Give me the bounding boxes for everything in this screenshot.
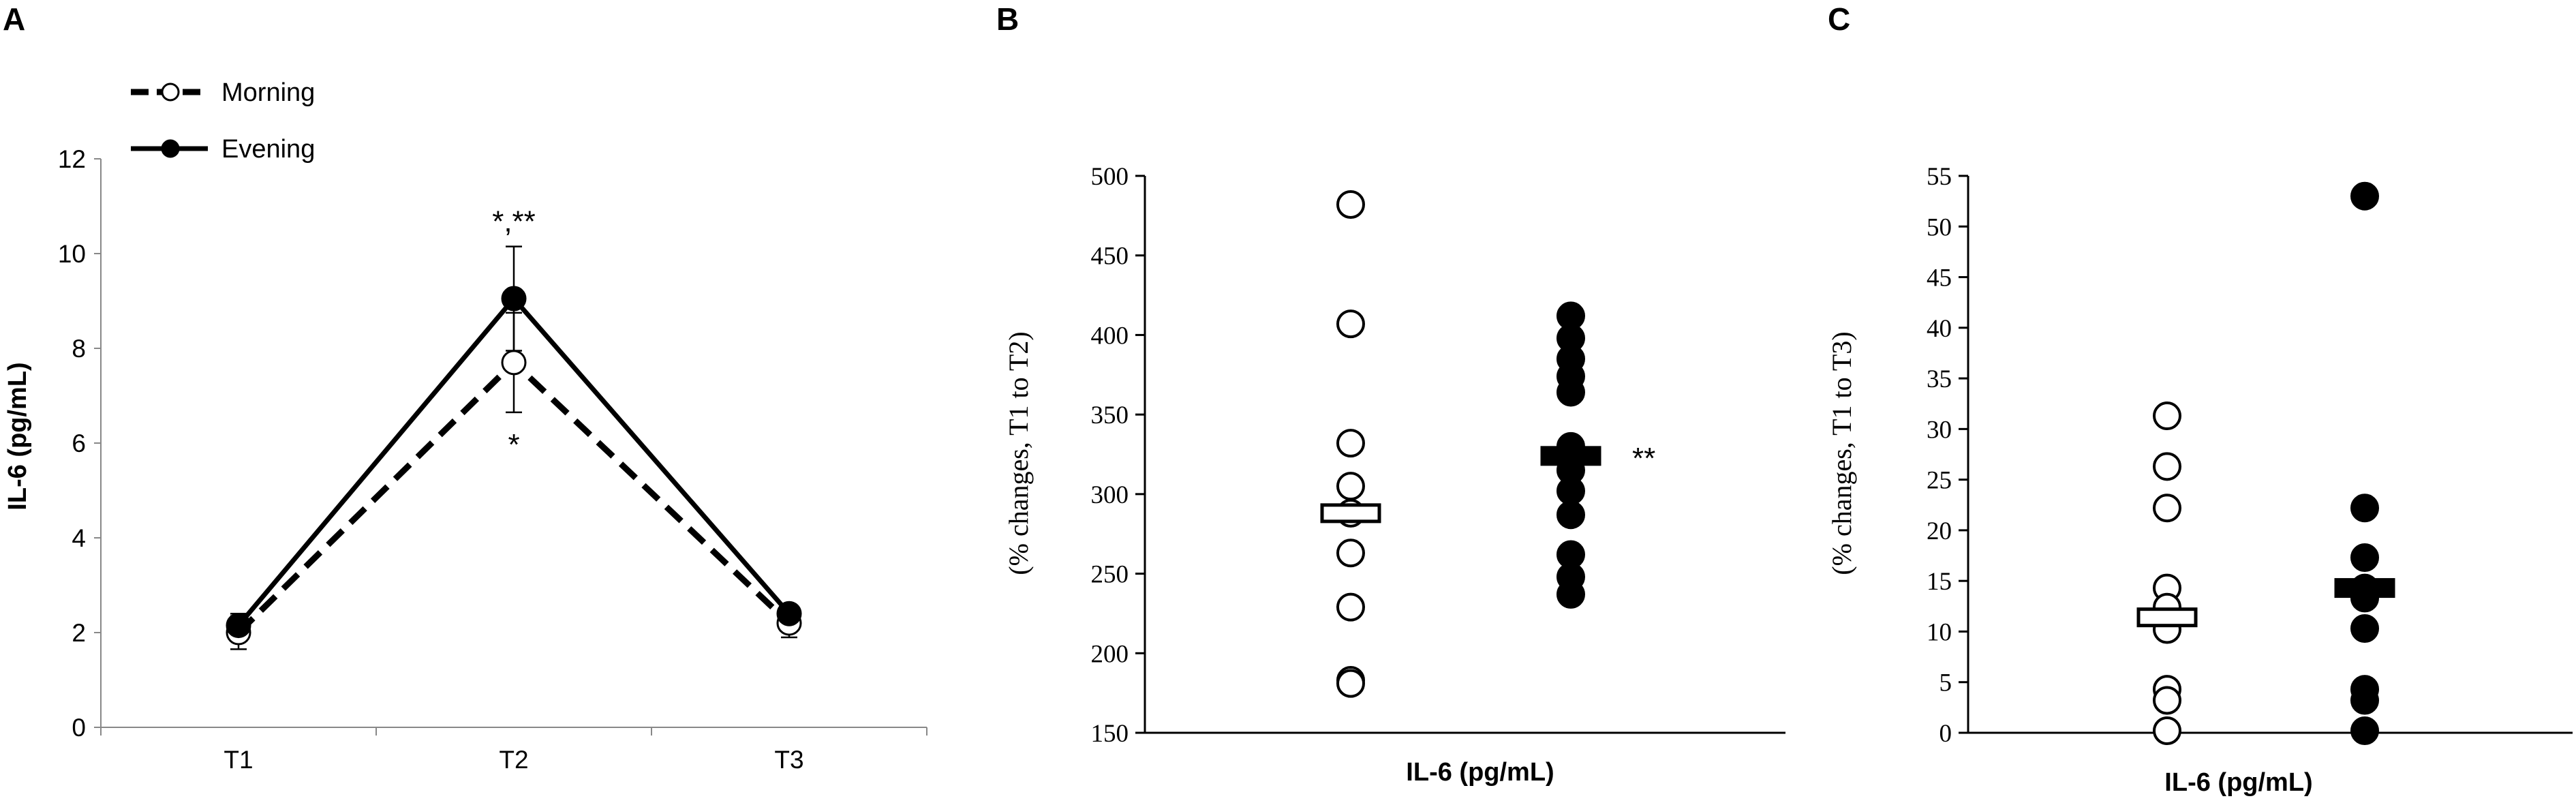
legend-evening-label: Evening — [221, 135, 315, 164]
data-point-morning — [501, 350, 527, 376]
y-tick-label: 4 — [72, 524, 86, 552]
panel-letter-a: A — [3, 1, 25, 37]
b-mean-bar-evening — [1540, 446, 1601, 466]
y-tick-label: 150 — [1091, 720, 1129, 748]
panel-b-y-axis-title: (% changes, T1 to T2) — [1003, 331, 1034, 575]
y-tick-label: 15 — [1927, 568, 1952, 596]
panel-b-x-axis-title: IL-6 (pg/mL) — [1406, 758, 1554, 787]
y-tick-label: 0 — [1939, 720, 1952, 748]
y-tick-label: 200 — [1091, 640, 1129, 668]
b-point-morning — [1336, 472, 1365, 501]
data-point-evening — [501, 286, 527, 312]
c-point-morning — [2153, 716, 2181, 746]
b-point-morning — [1336, 539, 1365, 568]
c-point-evening — [2350, 716, 2379, 746]
y-tick-label: 5 — [1939, 669, 1952, 697]
y-tick-label: 30 — [1927, 416, 1952, 444]
y-tick-label: 2 — [72, 619, 86, 647]
y-tick-label: 300 — [1091, 481, 1129, 509]
y-tick-label: 450 — [1091, 243, 1129, 271]
b-point-evening — [1557, 500, 1585, 530]
panel-letter-b: B — [996, 1, 1019, 37]
b-point-evening — [1557, 579, 1585, 609]
c-point-morning — [2153, 494, 2181, 523]
data-point-evening — [776, 601, 802, 626]
annotation-t2-above: *,** — [492, 205, 536, 239]
annotation-evening-b: ** — [1632, 442, 1655, 475]
panel-b-tick-labels: 150 200 250 300 350 400 450 500 — [1091, 163, 1129, 748]
panel-c-scatter: 0 5 10 15 20 25 30 35 40 45 50 55 (% changes, T1 to… — [1826, 163, 2573, 797]
x-tick-label: T1 — [224, 746, 253, 774]
c-mean-bar-evening — [2334, 578, 2395, 599]
panel-b-scatter: 150 200 250 300 350 400 450 500 (% changes, T1 … — [1003, 163, 1785, 787]
b-point-evening — [1557, 378, 1585, 407]
panel-a-axes — [94, 158, 927, 736]
y-tick-label: 20 — [1927, 517, 1952, 545]
panel-a-series — [226, 245, 802, 650]
b-point-morning — [1336, 309, 1365, 339]
y-tick-label: 400 — [1091, 322, 1129, 350]
c-point-evening — [2350, 686, 2379, 715]
y-tick-label: 10 — [1927, 618, 1952, 646]
y-tick-label: 250 — [1091, 561, 1129, 589]
y-tick-label: 10 — [58, 240, 86, 268]
x-tick-label: T3 — [774, 746, 803, 774]
panel-a-line-chart: 0 2 4 6 8 10 12 T1 T2 T3 IL-6 (pg/mL) Morning Eve… — [3, 78, 927, 774]
c-mean-bar-morning — [2136, 607, 2198, 628]
b-point-morning — [1336, 429, 1365, 458]
b-point-morning — [1336, 190, 1365, 219]
c-point-morning — [2153, 452, 2181, 481]
x-tick-label: T2 — [499, 746, 528, 774]
c-point-evening — [2350, 613, 2379, 643]
b-point-morning — [1336, 592, 1365, 622]
panel-letter-c: C — [1828, 1, 1850, 37]
c-point-morning — [2153, 402, 2181, 431]
annotation-t2-below: * — [508, 428, 519, 461]
data-point-evening — [226, 613, 251, 639]
b-mean-bar-morning — [1320, 503, 1381, 524]
panel-b-points — [1320, 190, 1601, 698]
c-point-evening — [2350, 543, 2379, 573]
panel-a-legend: Morning Evening — [131, 78, 315, 164]
y-tick-label: 6 — [72, 429, 86, 457]
y-tick-label: 40 — [1927, 315, 1952, 343]
y-tick-label: 35 — [1927, 365, 1952, 393]
panel-a-tick-labels: 0 2 4 6 8 10 12 T1 T2 T3 — [58, 145, 804, 774]
y-tick-label: 8 — [72, 335, 86, 363]
panel-c-x-axis-title: IL-6 (pg/mL) — [2164, 768, 2312, 797]
panel-c-points — [2136, 181, 2395, 746]
legend-evening-marker — [161, 139, 180, 158]
b-point-morning — [1336, 669, 1365, 698]
y-tick-label: 350 — [1091, 402, 1129, 429]
c-point-evening — [2350, 181, 2379, 211]
panel-c-tick-labels: 0 5 10 15 20 25 30 35 40 45 50 55 — [1927, 163, 1952, 748]
y-tick-label: 12 — [58, 145, 86, 173]
legend-morning-label: Morning — [221, 78, 315, 107]
y-tick-label: 500 — [1091, 163, 1129, 191]
y-tick-label: 45 — [1927, 264, 1952, 292]
panel-c-axes — [1959, 175, 2573, 734]
y-tick-label: 50 — [1927, 213, 1952, 241]
y-tick-label: 25 — [1927, 467, 1952, 495]
c-point-evening — [2350, 494, 2379, 523]
c-point-morning — [2153, 686, 2181, 715]
y-tick-label: 55 — [1927, 163, 1952, 191]
legend-morning-marker — [161, 82, 180, 102]
b-point-evening — [1557, 476, 1585, 506]
panel-c-y-axis-title: (% changes, T1 to T3) — [1826, 331, 1857, 575]
panel-a-y-axis-title: IL-6 (pg/mL) — [3, 362, 32, 510]
panel-b-axes — [1135, 175, 1785, 734]
y-tick-label: 0 — [72, 714, 86, 742]
